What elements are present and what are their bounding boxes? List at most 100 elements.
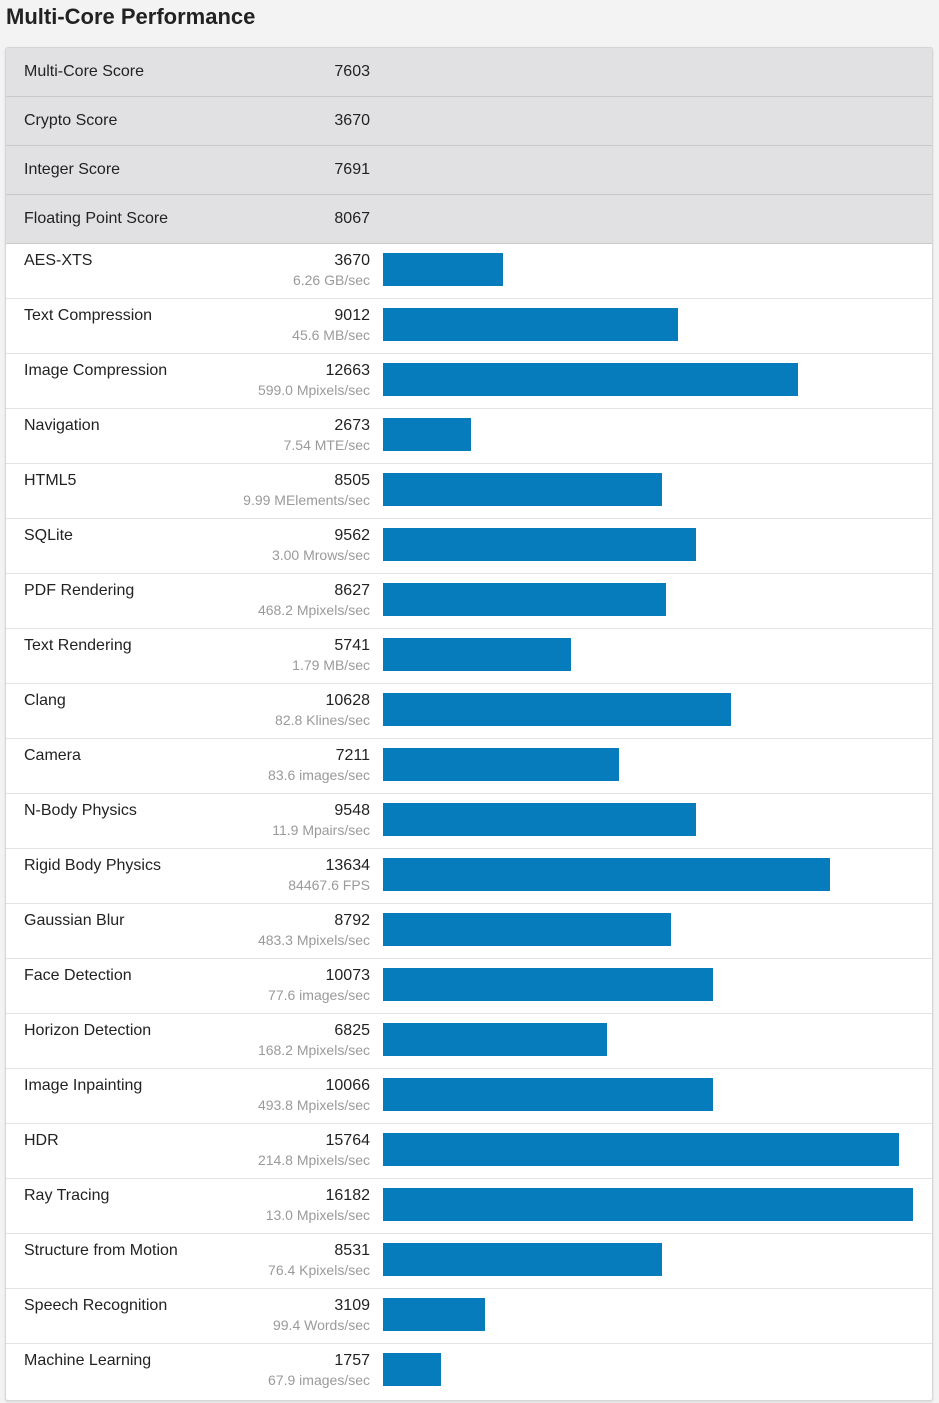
benchmark-rate: 67.9 images/sec: [268, 1372, 370, 1388]
benchmark-score: 3670: [334, 252, 370, 269]
benchmark-score: 8627: [334, 582, 370, 599]
summary-score: 3670: [334, 112, 370, 129]
benchmark-row: Face Detection 10073 77.6 images/sec: [6, 959, 932, 1014]
benchmark-row: Speech Recognition 3109 99.4 Words/sec: [6, 1289, 932, 1344]
benchmark-rate: 6.26 GB/sec: [292, 272, 370, 288]
benchmark-bar: [383, 473, 662, 506]
benchmark-row: Structure from Motion 8531 76.4 Kpixels/se…: [6, 1234, 932, 1289]
benchmark-label: Clang: [24, 692, 66, 709]
benchmark-score: 12663: [325, 362, 371, 379]
benchmark-label: HTML5: [24, 472, 77, 489]
benchmark-label: Image Compression: [24, 362, 168, 379]
benchmark-bar: [383, 1353, 441, 1386]
benchmark-score: 13634: [325, 857, 371, 874]
benchmark-bar: [383, 1078, 713, 1111]
benchmark-bar: [383, 1133, 899, 1166]
summary-row: Crypto Score 3670: [6, 97, 932, 146]
benchmark-label: Navigation: [24, 417, 100, 434]
benchmark-bar: [383, 638, 571, 671]
benchmark-score: 10628: [325, 692, 371, 709]
benchmark-score: 15764: [325, 1132, 371, 1149]
benchmark-row: Ray Tracing 16182 13.0 Mpixels/sec: [6, 1179, 932, 1234]
benchmark-label: Text Rendering: [24, 637, 132, 654]
benchmark-bar: [383, 693, 731, 726]
benchmark-row: Rigid Body Physics 13634 84467.6 FPS: [6, 849, 932, 904]
benchmark-rate: 83.6 images/sec: [268, 767, 370, 783]
summary-label: Floating Point Score: [24, 210, 169, 227]
benchmark-label: Horizon Detection: [24, 1022, 152, 1039]
benchmark-row: SQLite 9562 3.00 Mrows/sec: [6, 519, 932, 574]
benchmark-row: AES-XTS 3670 6.26 GB/sec: [6, 244, 932, 299]
benchmark-bar: [383, 308, 678, 341]
benchmark-label: Rigid Body Physics: [24, 857, 161, 874]
benchmark-row: Text Compression 9012 45.6 MB/sec: [6, 299, 932, 354]
summary-label: Crypto Score: [24, 112, 118, 129]
benchmark-row: Image Compression 12663 599.0 Mpixels/sec: [6, 354, 932, 409]
benchmark-rate: 168.2 Mpixels/sec: [257, 1042, 370, 1058]
benchmark-rate: 493.8 Mpixels/sec: [257, 1097, 370, 1113]
benchmark-bar: [383, 1188, 913, 1221]
benchmark-rate: 1.79 MB/sec: [292, 657, 370, 673]
benchmark-score: 10066: [325, 1077, 371, 1094]
benchmark-rate: 468.2 Mpixels/sec: [257, 602, 370, 618]
benchmark-bar: [383, 748, 619, 781]
benchmark-score: 6825: [334, 1022, 370, 1039]
summary-row: Integer Score 7691: [6, 146, 932, 195]
benchmark-row: Machine Learning 1757 67.9 images/sec: [6, 1344, 932, 1398]
benchmark-label: SQLite: [24, 527, 73, 544]
benchmark-score: 10073: [325, 967, 371, 984]
benchmark-rate: 214.8 Mpixels/sec: [257, 1152, 370, 1168]
benchmark-bar: [383, 528, 696, 561]
benchmark-bar: [383, 803, 696, 836]
benchmark-bar: [383, 583, 666, 616]
benchmark-score: 5741: [334, 637, 370, 654]
benchmark-bar: [383, 1243, 662, 1276]
benchmark-label: AES-XTS: [24, 252, 93, 269]
benchmark-score: 3109: [334, 1297, 370, 1314]
benchmark-label: Ray Tracing: [24, 1187, 110, 1204]
benchmark-rate: 13.0 Mpixels/sec: [265, 1207, 370, 1223]
benchmark-label: Text Compression: [24, 307, 153, 324]
benchmark-score: 8531: [334, 1242, 370, 1259]
benchmark-rate: 11.9 Mpairs/sec: [272, 822, 370, 838]
benchmark-label: Gaussian Blur: [24, 912, 125, 929]
benchmark-row: Image Inpainting 10066 493.8 Mpixels/sec: [6, 1069, 932, 1124]
summary-label: Integer Score: [24, 161, 121, 178]
results-table: Multi-Core Score 7603 Crypto Score 3670 Inte…: [5, 47, 933, 1401]
summary-row: Multi-Core Score 7603: [6, 48, 932, 97]
benchmark-score: 8792: [334, 912, 370, 929]
benchmark-rate: 76.4 Kpixels/sec: [268, 1262, 370, 1278]
benchmark-rate: 599.0 Mpixels/sec: [257, 382, 370, 398]
benchmark-score: 7211: [335, 747, 370, 764]
benchmark-label: Speech Recognition: [24, 1297, 168, 1314]
benchmark-rate: 77.6 images/sec: [268, 987, 370, 1003]
benchmark-rate: 7.54 MTE/sec: [283, 437, 370, 453]
summary-score: 8067: [334, 210, 370, 227]
summary-row: Floating Point Score 8067: [6, 195, 932, 244]
benchmark-label: HDR: [24, 1132, 59, 1149]
benchmark-bar: [383, 913, 671, 946]
benchmark-row: Camera 7211 83.6 images/sec: [6, 739, 932, 794]
benchmark-label: Face Detection: [24, 967, 132, 984]
benchmark-score: 9548: [334, 802, 370, 819]
benchmark-row: N-Body Physics 9548 11.9 Mpairs/sec: [6, 794, 932, 849]
benchmark-label: N-Body Physics: [24, 802, 137, 819]
benchmark-row: HTML5 8505 9.99 MElements/sec: [6, 464, 932, 519]
benchmark-rate: 45.6 MB/sec: [292, 327, 370, 343]
benchmark-row: HDR 15764 214.8 Mpixels/sec: [6, 1124, 932, 1179]
benchmark-label: Machine Learning: [24, 1352, 152, 1369]
benchmark-score: 8505: [334, 472, 370, 489]
benchmark-bar: [383, 968, 713, 1001]
benchmark-score: 2673: [334, 417, 370, 434]
benchmark-bar: [383, 858, 830, 891]
benchmark-row: Navigation 2673 7.54 MTE/sec: [6, 409, 932, 464]
benchmark-bar: [383, 253, 503, 286]
benchmark-rate: 3.00 Mrows/sec: [271, 547, 370, 563]
summary-score: 7603: [334, 63, 370, 80]
benchmark-bar: [383, 418, 471, 451]
benchmark-label: Image Inpainting: [24, 1077, 143, 1094]
benchmark-rate: 99.4 Words/sec: [272, 1317, 370, 1333]
benchmark-rate: 9.99 MElements/sec: [243, 492, 370, 508]
benchmark-row: Clang 10628 82.8 Klines/sec: [6, 684, 932, 739]
summary-score: 7691: [334, 161, 370, 178]
